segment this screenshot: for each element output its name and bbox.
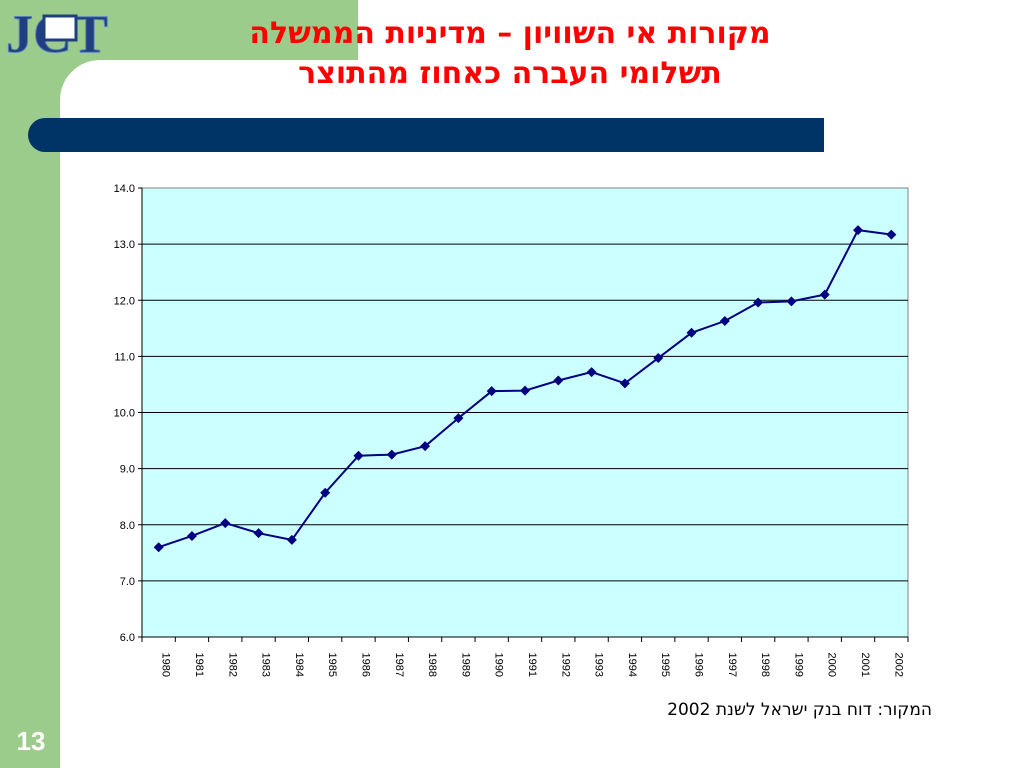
y-tick-label: 7.0 [120,576,135,588]
y-tick-label: 6.0 [120,632,135,644]
x-tick-label: 2000 [826,653,838,677]
x-tick-label: 1991 [526,653,538,677]
data-point [486,386,497,397]
x-tick-label: 1986 [359,653,371,677]
data-point [619,378,630,389]
corner-curve [60,60,100,100]
x-tick-label: 1993 [593,653,605,677]
data-point [786,296,797,307]
x-tick-label: 1997 [726,653,738,677]
data-point [753,297,764,308]
x-tick-label: 1984 [293,653,305,677]
x-tick-label: 2002 [892,653,904,677]
x-tick-label: 1992 [559,653,571,677]
y-tick-label: 9.0 [120,464,135,476]
x-tick-label: 1980 [160,653,172,677]
page-number: 13 [16,726,46,756]
x-tick-label: 1981 [193,653,205,677]
data-point [886,229,897,240]
x-tick-label: 1999 [792,653,804,677]
x-tick-label: 1996 [693,653,705,677]
data-point [153,542,164,553]
y-tick-label: 8.0 [120,520,135,532]
title-line-1: מקורות אי השוויון – מדיניות הממשלה [249,16,771,51]
title-line-2: תשלומי העברה כאחוז מהתוצר [298,56,722,91]
data-point [586,367,597,378]
data-point [286,534,297,545]
data-point [520,385,530,396]
x-tick-label: 1988 [426,653,438,677]
y-tick-label: 10.0 [114,408,135,420]
data-point [719,316,730,327]
jct-logo: JCT [6,4,109,61]
data-point [453,413,464,424]
data-point [420,441,431,452]
data-point [253,528,264,539]
source-note: המקור: דוח בנק ישראל לשנת 2002 [667,700,932,720]
logo-book-icon [42,14,78,42]
x-tick-label: 1987 [393,653,405,677]
data-point [853,225,864,236]
y-tick-label: 13.0 [114,239,135,251]
x-tick-label: 1983 [260,653,272,677]
x-tick-label: 1994 [626,653,638,677]
data-point [186,530,197,541]
data-point [653,353,664,364]
x-tick-label: 1982 [226,653,238,677]
x-tick-label: 1985 [326,653,338,677]
x-tick-label: 1998 [759,653,771,677]
slide-title: מקורות אי השוויון – מדיניות הממשלה תשלומ… [150,14,870,94]
data-point [320,487,331,498]
x-tick-label: 1989 [459,653,471,677]
data-point [220,518,231,529]
data-point [686,327,697,338]
line-chart: 6.0 7.0 8.0 9.0 10.0 11.0 12.0 13.0 14.0 1980 1981… [114,183,909,677]
y-tick-label: 11.0 [114,351,135,363]
x-tick-label: 1995 [659,653,671,677]
data-point [819,289,830,300]
x-tick-label: 2001 [859,653,871,677]
data-point [553,375,564,386]
y-tick-label: 14.0 [114,183,135,195]
title-underline-bar [28,118,824,152]
data-point [353,450,364,461]
data-point [386,449,397,460]
y-tick-label: 12.0 [114,295,135,307]
x-tick-label: 1990 [493,653,505,677]
